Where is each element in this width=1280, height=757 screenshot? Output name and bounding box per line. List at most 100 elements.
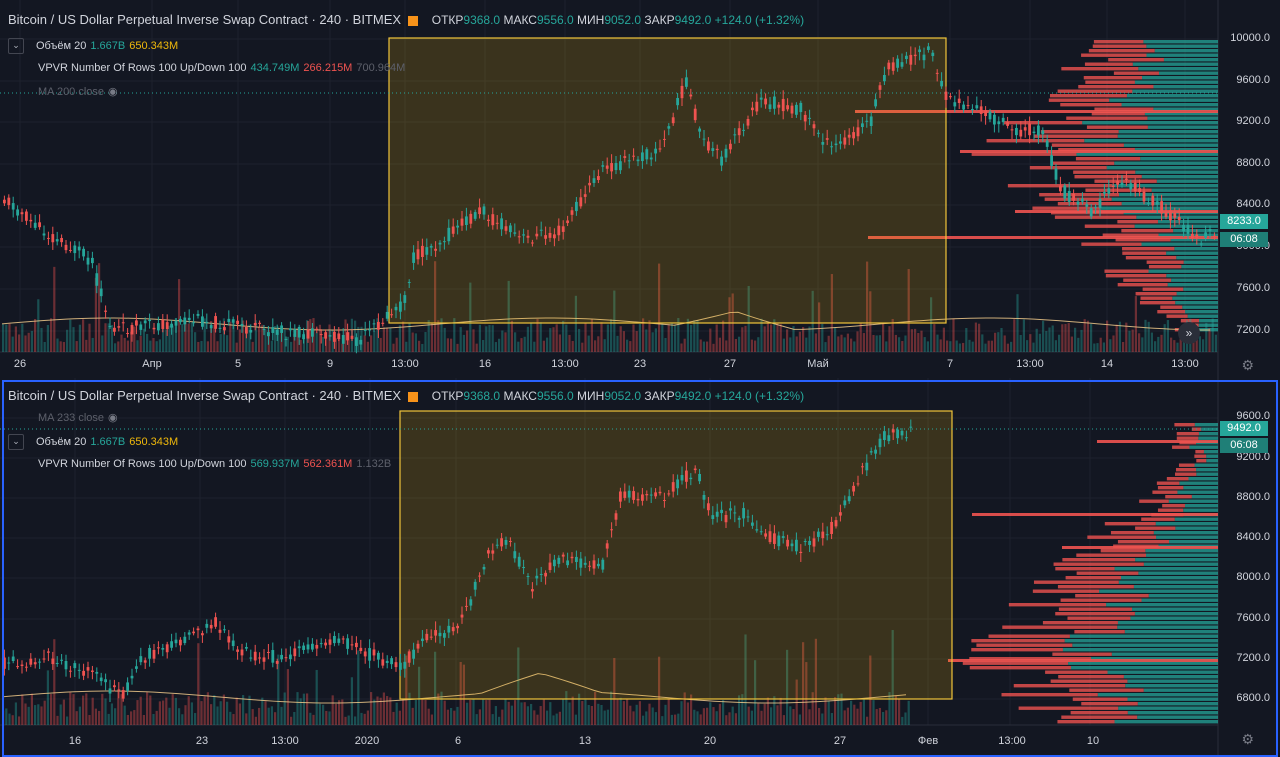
candle-body bbox=[614, 163, 618, 171]
volume-bar bbox=[469, 282, 472, 352]
volume-bar bbox=[635, 331, 638, 352]
candle-body bbox=[421, 245, 424, 258]
volume-bar bbox=[296, 692, 299, 725]
candle-body bbox=[469, 599, 473, 606]
volume-legend-top[interactable]: ⌄ Объём 20 1.667B 650.343M bbox=[8, 38, 178, 54]
candle-body bbox=[839, 141, 842, 144]
flag-icon[interactable] bbox=[408, 15, 419, 26]
volume-bar bbox=[437, 320, 440, 352]
symbol-title[interactable]: Bitcoin / US Dollar Perpetual Inverse Sw… bbox=[8, 12, 402, 27]
candle-body bbox=[319, 643, 323, 645]
candle-body bbox=[223, 327, 226, 331]
vpvr-down-bar bbox=[1050, 679, 1128, 683]
vpvr-down-bar bbox=[1069, 688, 1144, 692]
volume-bar bbox=[46, 670, 49, 725]
volume-bar bbox=[344, 319, 347, 352]
volume-bar bbox=[1106, 320, 1109, 352]
candle-body bbox=[240, 323, 244, 326]
vpvr-up-bar bbox=[1147, 116, 1218, 120]
vpvr-down-bar bbox=[1001, 693, 1098, 697]
vpvr-up-bar bbox=[1181, 265, 1218, 269]
candle-body bbox=[676, 97, 679, 106]
volume-bar bbox=[18, 716, 21, 725]
volume-bar bbox=[856, 331, 859, 352]
volume-bar bbox=[309, 712, 312, 725]
volume-bar bbox=[37, 299, 40, 352]
time-axis-top[interactable]: 26 Апр 5 9 13:00 16 13:00 23 27 Май 7 13:00 14 13:00 bbox=[0, 356, 1218, 376]
volume-bar bbox=[997, 332, 1000, 352]
vpvr-poc-bar bbox=[972, 513, 1218, 516]
scroll-to-realtime-button[interactable]: » bbox=[1178, 322, 1200, 344]
volume-bar bbox=[955, 340, 958, 352]
vpvr-legend-bottom[interactable]: VPVR Number Of Rows 100 Up/Down 100 569.… bbox=[38, 458, 392, 470]
candle-body bbox=[297, 326, 301, 338]
time-axis-bottom[interactable]: 16 23 13:00 2020 6 13 20 27 Фев 13:00 10 bbox=[0, 733, 1218, 753]
volume-bar bbox=[610, 691, 613, 725]
volume-bar bbox=[398, 710, 401, 725]
vpvr-down-bar bbox=[1086, 125, 1148, 129]
collapse-chevron-icon[interactable]: ⌄ bbox=[8, 434, 24, 450]
vpvr-down-bar bbox=[1066, 116, 1148, 120]
volume-bar bbox=[843, 337, 846, 352]
candle-body bbox=[900, 430, 904, 436]
vpvr-up-bar bbox=[1153, 107, 1218, 111]
volume-bar bbox=[206, 341, 209, 352]
candle-body bbox=[711, 148, 715, 151]
volume-bar bbox=[882, 711, 885, 725]
vpvr-poc-bar bbox=[948, 659, 1218, 662]
hidden-eye-icon[interactable]: ◉ bbox=[108, 412, 118, 424]
candle-body bbox=[324, 332, 327, 339]
volume-bar bbox=[552, 327, 555, 352]
price-chart-top[interactable] bbox=[0, 0, 1280, 378]
hidden-eye-icon[interactable]: ◉ bbox=[108, 86, 118, 98]
vpvr-down-bar bbox=[1100, 549, 1146, 553]
candle-body bbox=[773, 533, 776, 544]
ma-legend-bottom[interactable]: MA 233 close ◉ bbox=[38, 411, 118, 425]
candle-body bbox=[632, 491, 635, 500]
vpvr-down-bar bbox=[1180, 319, 1200, 323]
volume-bar bbox=[846, 707, 849, 725]
volume-bar bbox=[194, 332, 197, 352]
vpvr-up-bar bbox=[1114, 567, 1218, 571]
vpvr-down-bar bbox=[1142, 287, 1184, 291]
volume-bar bbox=[98, 710, 101, 725]
vpvr-legend-top[interactable]: VPVR Number Of Rows 100 Up/Down 100 434.… bbox=[38, 62, 406, 74]
settings-gear-icon[interactable]: ⚙ bbox=[1241, 731, 1254, 747]
price-axis-top[interactable]: 10000.09600.09200.08800.08400.08000.0760… bbox=[1220, 0, 1280, 352]
vpvr-down-bar bbox=[1033, 580, 1119, 584]
volume-bar bbox=[1205, 322, 1208, 352]
volume-bar bbox=[293, 333, 296, 352]
candle-body bbox=[852, 132, 855, 139]
volume-bar bbox=[514, 332, 517, 352]
settings-gear-icon[interactable]: ⚙ bbox=[1241, 357, 1254, 373]
price-tick-label: 8000.0 bbox=[1236, 571, 1270, 583]
volume-bar bbox=[690, 694, 693, 725]
volume-bar bbox=[501, 709, 504, 725]
time-tick-label: 13:00 bbox=[551, 358, 579, 370]
candle-body bbox=[605, 165, 609, 169]
volume-bar bbox=[1102, 342, 1105, 352]
candle-body bbox=[526, 575, 530, 577]
volume-bar bbox=[158, 339, 161, 352]
volume-legend-bottom[interactable]: ⌄ Объём 20 1.667B 650.343M bbox=[8, 434, 178, 450]
candle-body bbox=[1089, 207, 1093, 217]
vpvr-down-bar bbox=[1051, 143, 1124, 147]
volume-bar bbox=[123, 705, 126, 725]
vpvr-poc-bar bbox=[960, 150, 1218, 153]
volume-bar bbox=[85, 693, 88, 725]
price-axis-bottom[interactable]: 9600.0 9200.0 8800.0 8400.0 8000.0 7600.0 7200… bbox=[1220, 378, 1280, 730]
volume-bar bbox=[885, 341, 888, 352]
candle-body bbox=[381, 322, 385, 324]
vpvr-up-bar bbox=[1198, 432, 1218, 436]
symbol-title[interactable]: Bitcoin / US Dollar Perpetual Inverse Sw… bbox=[8, 388, 402, 403]
candle-body bbox=[913, 54, 917, 57]
collapse-chevron-icon[interactable]: ⌄ bbox=[8, 38, 24, 54]
vpvr-up-bar bbox=[1184, 504, 1218, 508]
price-chart-bottom[interactable] bbox=[0, 378, 1280, 757]
volume-bar bbox=[574, 295, 577, 352]
flag-icon[interactable] bbox=[408, 391, 419, 402]
time-tick-label: 10 bbox=[1086, 735, 1100, 747]
chart-pane-bottom[interactable]: Bitcoin / US Dollar Perpetual Inverse Sw… bbox=[0, 378, 1280, 757]
chart-pane-top[interactable]: Bitcoin / US Dollar Perpetual Inverse Sw… bbox=[0, 0, 1280, 378]
ma-legend-top[interactable]: MA 200 close ◉ bbox=[38, 85, 118, 99]
